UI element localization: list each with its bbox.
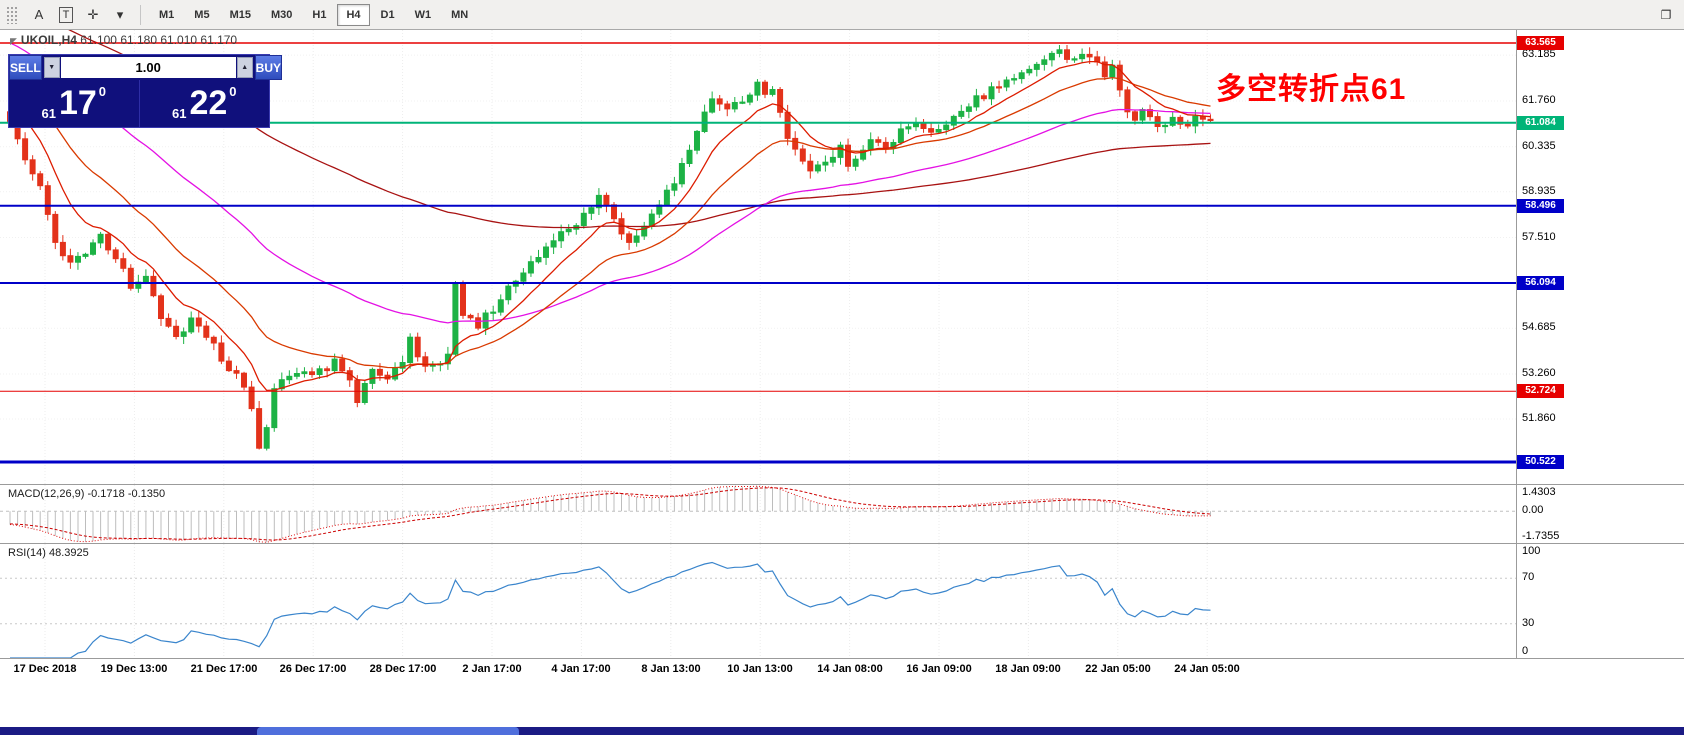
symbol-name: UKOIL,H4 bbox=[20, 33, 77, 47]
time-axis-label: 4 Jan 17:00 bbox=[551, 663, 611, 675]
template-tool-button[interactable]: T bbox=[54, 3, 78, 27]
template-tool-icon: T bbox=[58, 7, 74, 23]
price-line-label: 56.094 bbox=[1517, 276, 1564, 290]
sell-price-pips: 17 bbox=[58, 84, 97, 122]
time-axis-label: 24 Jan 05:00 bbox=[1174, 663, 1240, 675]
timeframe-button-m1[interactable]: M1 bbox=[150, 4, 183, 26]
chart-title: ◤ UKOIL,H4 61.100 61.180 61.010 61.170 bbox=[10, 33, 237, 47]
symbol-marker-icon: ◤ bbox=[10, 36, 17, 46]
time-axis-label: 10 Jan 13:00 bbox=[727, 663, 793, 675]
volume-down-button[interactable]: ▼ bbox=[43, 57, 60, 78]
time-axis-label: 26 Dec 17:00 bbox=[279, 663, 347, 675]
buy-button[interactable]: BUY bbox=[254, 55, 283, 80]
timeframe-button-mn[interactable]: MN bbox=[442, 4, 477, 26]
crosshair-icon: ✛ bbox=[87, 6, 99, 22]
price-chart-canvas[interactable] bbox=[0, 30, 1516, 484]
toolbar-grip-icon[interactable] bbox=[6, 5, 18, 24]
rsi-scale-label: 30 bbox=[1522, 617, 1535, 629]
macd-scale-label: -1.7355 bbox=[1522, 530, 1560, 542]
price-tick-label: 63.185 bbox=[1522, 48, 1556, 60]
panel-separator[interactable] bbox=[0, 484, 1684, 485]
chevron-down-icon: ▾ bbox=[116, 6, 124, 22]
price-tick-label: 57.510 bbox=[1522, 231, 1556, 243]
price-line-label: 63.565 bbox=[1517, 36, 1564, 50]
time-axis-label: 8 Jan 13:00 bbox=[641, 663, 701, 675]
chevron-down-icon: ▼ bbox=[48, 64, 56, 71]
timeframe-button-m5[interactable]: M5 bbox=[185, 4, 218, 26]
volume-spinner: ▼ ▲ bbox=[42, 55, 255, 80]
timeframe-button-m15[interactable]: M15 bbox=[221, 4, 260, 26]
timeframe-button-d1[interactable]: D1 bbox=[372, 4, 404, 26]
rsi-scale-label: 70 bbox=[1522, 571, 1535, 583]
chart-toolbar: A T ✛ ▾ M1 M5 M15 M30 H1 H4 D1 W1 MN ❐ bbox=[0, 0, 1684, 30]
toolbar-separator bbox=[140, 4, 141, 25]
volume-up-button[interactable]: ▲ bbox=[236, 57, 253, 78]
time-axis-label: 19 Dec 13:00 bbox=[100, 663, 168, 675]
price-tick-label: 60.335 bbox=[1522, 140, 1556, 152]
buy-price-display[interactable]: 61 22 0 bbox=[138, 80, 270, 127]
price-line-label: 61.084 bbox=[1517, 116, 1564, 130]
chevron-up-icon: ▲ bbox=[241, 64, 249, 71]
time-axis-label: 17 Dec 2018 bbox=[13, 663, 77, 675]
rsi-indicator-canvas[interactable] bbox=[0, 544, 1516, 658]
sell-price-point: 0 bbox=[98, 84, 107, 99]
rsi-scale-label: 100 bbox=[1522, 545, 1541, 557]
ohlc-values: 61.100 61.180 61.010 61.170 bbox=[80, 33, 238, 47]
price-line-label: 58.496 bbox=[1517, 199, 1564, 213]
timeframe-button-w1[interactable]: W1 bbox=[406, 4, 441, 26]
rsi-indicator-label: RSI(14) 48.3925 bbox=[8, 547, 89, 559]
buy-price-whole: 61 bbox=[171, 106, 187, 121]
sell-button[interactable]: SELL bbox=[9, 55, 42, 80]
price-tick-label: 61.760 bbox=[1522, 94, 1556, 106]
time-axis[interactable]: 17 Dec 2018 19 Dec 13:00 21 Dec 17:00 26 De… bbox=[0, 659, 1684, 685]
timeframe-button-h1[interactable]: H1 bbox=[303, 4, 335, 26]
new-chart-window-icon[interactable]: ❐ bbox=[1654, 3, 1678, 27]
panel-separator[interactable] bbox=[0, 543, 1684, 544]
time-axis-label: 22 Jan 05:00 bbox=[1085, 663, 1151, 675]
bottom-bar bbox=[0, 727, 1684, 735]
crosshair-tool-button[interactable]: ✛ bbox=[81, 3, 105, 27]
chart-annotation-text: 多空转折点61 bbox=[1216, 73, 1407, 106]
macd-scale-label: 0.00 bbox=[1522, 504, 1544, 516]
price-tick-label: 54.685 bbox=[1522, 321, 1556, 333]
macd-scale-label: 1.4303 bbox=[1522, 486, 1556, 498]
timeframe-button-h4[interactable]: H4 bbox=[337, 3, 370, 26]
price-tick-label: 53.260 bbox=[1522, 367, 1556, 379]
time-axis-label: 28 Dec 17:00 bbox=[369, 663, 437, 675]
buy-price-pips: 22 bbox=[189, 84, 228, 122]
time-axis-label: 18 Jan 09:00 bbox=[995, 663, 1061, 675]
one-click-trading-panel: SELL ▼ ▲ BUY 61 17 0 61 22 0 bbox=[8, 54, 283, 128]
volume-input[interactable] bbox=[60, 57, 236, 78]
price-tick-label: 58.935 bbox=[1522, 185, 1556, 197]
price-tick-label: 51.860 bbox=[1522, 412, 1556, 424]
time-axis-label: 2 Jan 17:00 bbox=[462, 663, 522, 675]
price-line-label: 52.724 bbox=[1517, 384, 1564, 398]
time-axis-label: 14 Jan 08:00 bbox=[817, 663, 883, 675]
panel-separator bbox=[0, 658, 1684, 659]
text-label-tool-button[interactable]: A bbox=[27, 3, 51, 27]
macd-indicator-canvas[interactable] bbox=[0, 485, 1516, 543]
window-icon: ❐ bbox=[1660, 7, 1672, 22]
scale-separator bbox=[1516, 30, 1517, 659]
line-studies-dropdown[interactable]: ▾ bbox=[108, 3, 132, 27]
sell-price-whole: 61 bbox=[41, 106, 56, 121]
timeframe-button-m30[interactable]: M30 bbox=[262, 4, 301, 26]
price-scale[interactable]: 63.185 61.760 60.335 58.935 57.510 54.685 53.2… bbox=[1517, 30, 1684, 659]
timeframe-group: M1 M5 M15 M30 H1 H4 D1 W1 MN bbox=[149, 3, 478, 26]
text-tool-icon: A bbox=[34, 7, 44, 22]
bottom-bar-tab[interactable] bbox=[257, 727, 519, 735]
time-axis-label: 16 Jan 09:00 bbox=[906, 663, 972, 675]
buy-price-point: 0 bbox=[229, 84, 237, 99]
rsi-scale-label: 0 bbox=[1522, 645, 1529, 657]
sell-price-display[interactable]: 61 17 0 bbox=[9, 80, 139, 127]
time-axis-label: 21 Dec 17:00 bbox=[190, 663, 258, 675]
price-line-label: 50.522 bbox=[1517, 455, 1564, 469]
macd-indicator-label: MACD(12,26,9) -0.1718 -0.1350 bbox=[8, 488, 166, 500]
